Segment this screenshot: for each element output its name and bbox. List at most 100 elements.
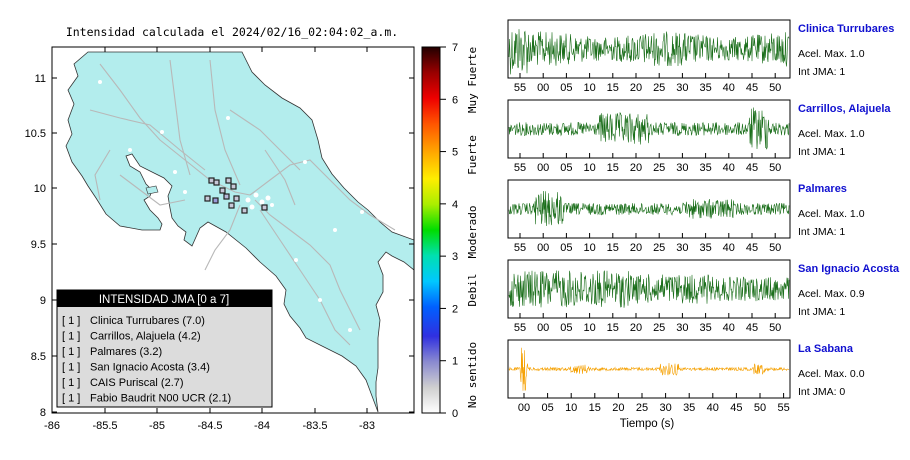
map-x-tick-label: -85 <box>149 420 165 432</box>
station-marker <box>219 187 226 194</box>
waveform-tick-label: 35 <box>699 242 711 254</box>
waveform-station-name: Clinica Turrubares <box>798 23 894 35</box>
station-marker <box>204 195 211 202</box>
waveform-tick-label: 45 <box>746 162 758 174</box>
waveform-tick-label: 50 <box>769 242 781 254</box>
waveform-tick-label: 10 <box>583 162 595 174</box>
colorbar-category-label: No sentido <box>466 342 479 408</box>
waveform-tick-label: 20 <box>630 82 642 94</box>
station-marker <box>208 177 215 184</box>
waveform-tick-label: 45 <box>746 242 758 254</box>
waveform-tick-label: 35 <box>683 402 695 414</box>
station-marker <box>213 179 220 186</box>
waveform-tick-label: 05 <box>541 402 553 414</box>
waveform-tick-label: 35 <box>699 162 711 174</box>
colorbar-categories: Muy Fuerte Fuerte Moderado Debil No sentido <box>466 47 479 408</box>
waveform-tick-label: 10 <box>583 322 595 334</box>
land-costa-rica <box>65 51 414 413</box>
waveform-tick-label: 40 <box>723 82 735 94</box>
waveform-tick-label: 40 <box>707 402 719 414</box>
waveform-acel-max: Acel. Max. 0.0 <box>798 368 865 380</box>
waveform-tick-label: 30 <box>676 242 688 254</box>
waveform-trace <box>508 29 790 75</box>
waveform-acel-max: Acel. Max. 0.9 <box>798 288 865 300</box>
station-marker <box>241 207 248 214</box>
waveform-tick-label: 30 <box>676 322 688 334</box>
map-x-axis: -86 -85.5 -85 -84.5 -84 -83.5 -83 <box>44 47 375 432</box>
colorbar-tick-label: 2 <box>452 303 458 315</box>
waveform-int-jma: Int JMA: 1 <box>798 146 845 158</box>
map-y-tick-label: 10 <box>34 183 46 195</box>
waveform-tick-label: 20 <box>630 162 642 174</box>
waveform-tick-label: 55 <box>514 322 526 334</box>
waveform-acel-max: Acel. Max. 1.0 <box>798 208 865 220</box>
waveform-tick-label: 00 <box>518 402 530 414</box>
waveform-acel-max: Acel. Max. 1.0 <box>798 128 865 140</box>
colorbar-ticks: 7 6 5 4 3 2 1 0 <box>440 42 458 420</box>
waveform-tick-label: 15 <box>607 322 619 334</box>
waveform-tick-label: 30 <box>676 162 688 174</box>
waveform-int-jma: Int JMA: 1 <box>798 306 845 318</box>
waveform-tick-label: 15 <box>607 82 619 94</box>
map-x-tick-label: -85.5 <box>92 420 117 432</box>
colorbar-tick-label: 5 <box>452 147 458 159</box>
waveform-panel: 00 05 10 15 20 25 30 35 40 45 50 55 La Sabana Acel. M… <box>507 339 865 414</box>
map-x-tick-label: -83 <box>359 420 375 432</box>
waveform-tick-label: 55 <box>514 162 526 174</box>
waveform-tick-label: 55 <box>514 82 526 94</box>
waveform-tick-label: 45 <box>746 322 758 334</box>
waveform-trace <box>508 190 790 227</box>
legend-entry-intensity: [ 1 ] <box>62 377 80 389</box>
map-y-tick-label: 8 <box>40 407 46 419</box>
waveform-panel: 55 00 05 10 15 20 25 30 35 40 45 50 Clinica Turrubar… <box>507 19 894 94</box>
waveform-tick-label: 15 <box>607 242 619 254</box>
colorbar-tick-label: 7 <box>452 42 458 54</box>
roads <box>89 59 396 346</box>
legend-entries: [ 1 ] Clinica Turrubares (7.0) [ 1 ] Carril… <box>62 315 231 405</box>
waveform-tick-label: 35 <box>699 322 711 334</box>
station-marker <box>212 197 219 204</box>
waveform-tick-label: 50 <box>754 402 766 414</box>
map-y-tick-label: 11 <box>35 73 46 85</box>
waveform-int-jma: Int JMA: 0 <box>798 386 845 398</box>
waveform-int-jma: Int JMA: 1 <box>798 66 845 78</box>
colorbar-category-label: Debil <box>466 273 479 306</box>
colorbar-tick-label: 0 <box>452 408 458 420</box>
waveform-station-name: San Ignacio Acosta <box>798 263 900 275</box>
waveform-tick-label: 25 <box>653 82 665 94</box>
map-y-tick-label: 9.5 <box>31 239 46 251</box>
waveform-tick-label: 00 <box>537 162 549 174</box>
map-y-tick-label: 10.5 <box>25 128 46 140</box>
map-y-tick-label: 9 <box>40 295 46 307</box>
legend-title: INTENSIDAD JMA [0 a 7] <box>99 294 229 306</box>
waveform-trace <box>508 270 790 308</box>
legend-entry-intensity: [ 1 ] <box>62 393 80 405</box>
waveform-tick-label: 25 <box>653 242 665 254</box>
waveform-acel-max: Acel. Max. 1.0 <box>798 48 865 60</box>
waveform-panels: 55 00 05 10 15 20 25 30 35 40 45 50 Clinica Turrubar… <box>507 19 900 414</box>
waveform-tick-label: 25 <box>653 162 665 174</box>
map-y-tick-label: 8.5 <box>31 351 46 363</box>
waveform-panel: 55 00 05 10 15 20 25 30 35 40 45 50 San Ignacio Acos… <box>507 259 900 334</box>
station-marker <box>261 204 268 211</box>
colorbar-tick-label: 1 <box>452 356 458 368</box>
waveform-tick-label: 00 <box>537 242 549 254</box>
waveform-int-jma: Int JMA: 1 <box>798 226 845 238</box>
station-marker <box>225 177 232 184</box>
legend-entry-name: CAIS Puriscal (2.7) <box>90 377 184 389</box>
legend-entry-name: Carrillos, Alajuela (4.2) <box>90 331 201 343</box>
legend-entry-name: Fabio Baudrit N00 UCR (2.1) <box>90 393 231 405</box>
waveform-tick-label: 40 <box>723 322 735 334</box>
waveform-tick-label: 00 <box>537 322 549 334</box>
waveform-trace <box>508 107 790 150</box>
legend-entry-intensity: [ 1 ] <box>62 331 80 343</box>
waveform-tick-label: 50 <box>769 322 781 334</box>
waveform-panel: 55 00 05 10 15 20 25 30 35 40 45 50 Carrillos, Alaju… <box>507 99 891 174</box>
waveform-tick-label: 55 <box>777 402 789 414</box>
colorbar-category-label: Muy Fuerte <box>466 47 479 113</box>
legend: INTENSIDAD JMA [0 a 7] [ 1 ] Clinica Turr… <box>56 289 273 408</box>
waveform-tick-label: 05 <box>560 82 572 94</box>
waveform-tick-label: 40 <box>723 162 735 174</box>
map-x-tick-label: -86 <box>44 420 60 432</box>
